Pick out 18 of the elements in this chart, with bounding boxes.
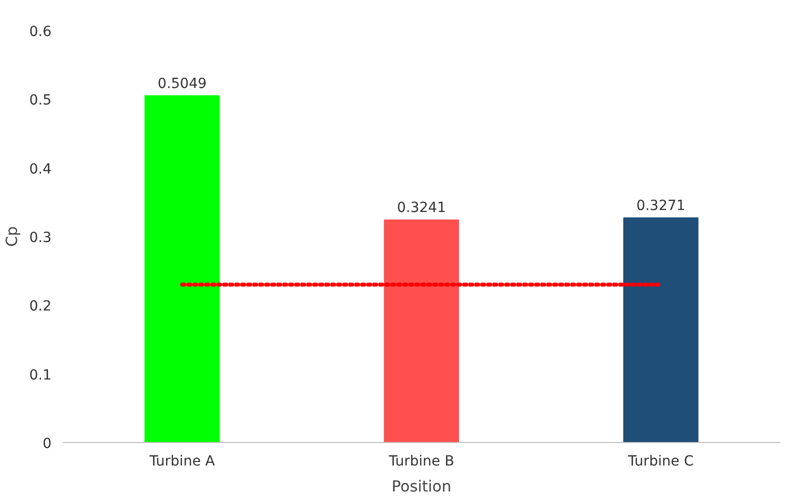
bar <box>144 95 220 442</box>
bar <box>623 217 698 442</box>
y-tick-label: 0.1 <box>29 367 52 384</box>
x-axis-title: Position <box>392 478 452 496</box>
y-tick-label: 0.2 <box>29 298 52 315</box>
y-tick-label: 0.3 <box>29 230 52 246</box>
bar <box>384 219 460 442</box>
data-label: 0.3271 <box>636 198 686 214</box>
y-tick-label: 0 <box>42 436 52 452</box>
x-tick-label: Turbine B <box>388 454 454 470</box>
y-tick-label: 0.5 <box>29 92 52 109</box>
x-tick-label: Turbine C <box>627 454 694 470</box>
data-label: 0.5049 <box>158 76 207 92</box>
y-axis-title: Cp <box>3 226 22 247</box>
y-tick-label: 0.4 <box>29 161 52 178</box>
x-tick-label: Turbine A <box>148 454 216 470</box>
data-label: 0.3241 <box>397 200 446 216</box>
y-tick-label: 0.6 <box>29 24 52 40</box>
